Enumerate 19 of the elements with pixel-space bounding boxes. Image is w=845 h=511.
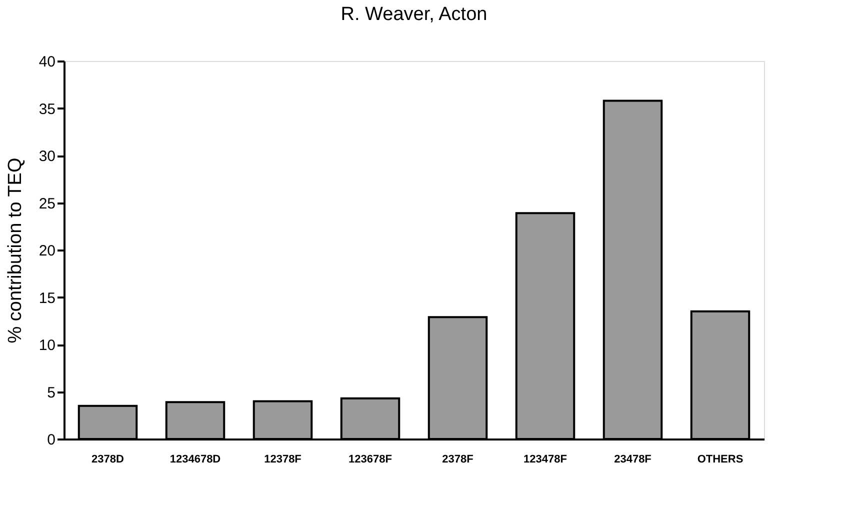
x-tick-label: 12378F <box>264 454 302 466</box>
y-tick-label: 30 <box>38 148 56 165</box>
x-tick-label: OTHERS <box>697 454 744 466</box>
y-tick-label: 5 <box>47 384 56 402</box>
y-axis-title: % contribution to TEQ <box>4 158 26 344</box>
x-tick-label: 2378D <box>92 454 124 466</box>
x-tick-label: 2378F <box>442 454 474 466</box>
y-tick-label: 35 <box>38 100 56 118</box>
x-tick-label: 123478F <box>524 454 568 466</box>
x-tick-label: 123678F <box>348 454 392 466</box>
y-tick-label: 40 <box>38 54 56 70</box>
y-tick-label: 25 <box>38 195 56 212</box>
y-tick-label: 15 <box>38 290 56 307</box>
y-tick-label: 0 <box>47 432 56 448</box>
y-tick-label: 20 <box>38 242 56 260</box>
y-tick-label: 10 <box>38 337 56 354</box>
x-tick-label: 1234678D <box>170 454 221 466</box>
x-tick-label: 23478F <box>614 454 652 466</box>
chart-title: R. Weaver, Acton <box>340 4 488 25</box>
